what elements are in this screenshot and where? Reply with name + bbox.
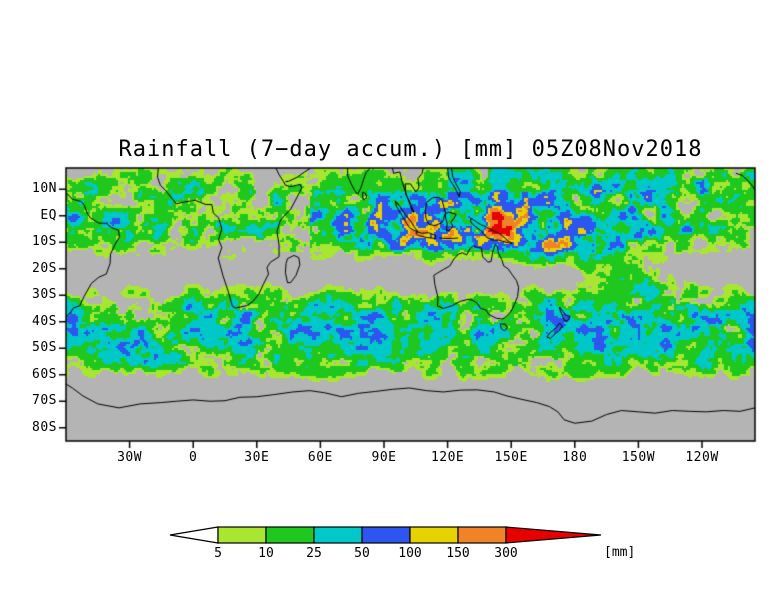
y-tick-label: 50S (32, 340, 57, 356)
x-tick-label: 30E (244, 450, 270, 465)
x-tick-label: 120E (430, 450, 465, 465)
legend-tick-label: 10 (258, 546, 274, 561)
legend-box-150-300 (457, 526, 507, 544)
legend-tick-label: 5 (214, 546, 222, 561)
y-tick-label: 70S (32, 393, 57, 409)
legend-box-100-150 (409, 526, 459, 544)
y-tick-label: 20S (32, 260, 57, 276)
y-tick-label: 30S (32, 287, 57, 303)
legend-box-10-25 (265, 526, 315, 544)
legend-tick-label: 50 (354, 546, 370, 561)
legend-tick-label: 100 (398, 546, 422, 561)
x-tick-label: 150W (621, 450, 656, 465)
chart-title: Rainfall (7−day accum.) [mm] 05Z08Nov201… (118, 137, 703, 162)
x-tick-label: 0 (189, 450, 198, 465)
y-tick-label: 10S (32, 234, 57, 250)
y-tick-label: 40S (32, 313, 57, 329)
x-tick-label: 60E (307, 450, 333, 465)
y-tick-label: 10N (32, 181, 57, 197)
x-tick-label: 180 (562, 450, 588, 465)
legend-underflow-arrow (169, 526, 219, 544)
y-tick-label: EQ (40, 207, 57, 223)
x-tick-label: 120W (685, 450, 719, 465)
x-tick-label: 30W (117, 450, 143, 465)
legend-overflow-arrow (505, 526, 602, 544)
legend-units-label: [mm] (604, 545, 636, 560)
legend-box-25-50 (313, 526, 363, 544)
y-tick-label: 80S (32, 419, 57, 435)
legend-box-5-10 (217, 526, 267, 544)
y-tick-label: 60S (32, 366, 57, 382)
legend-box-50-100 (361, 526, 411, 544)
legend-tick-label: 150 (446, 546, 470, 561)
rainfall-field-map (56, 158, 765, 451)
x-tick-label: 150E (494, 450, 528, 465)
x-tick-label: 90E (371, 450, 397, 465)
legend-tick-label: 300 (494, 546, 518, 561)
legend-tick-label: 25 (306, 546, 322, 561)
